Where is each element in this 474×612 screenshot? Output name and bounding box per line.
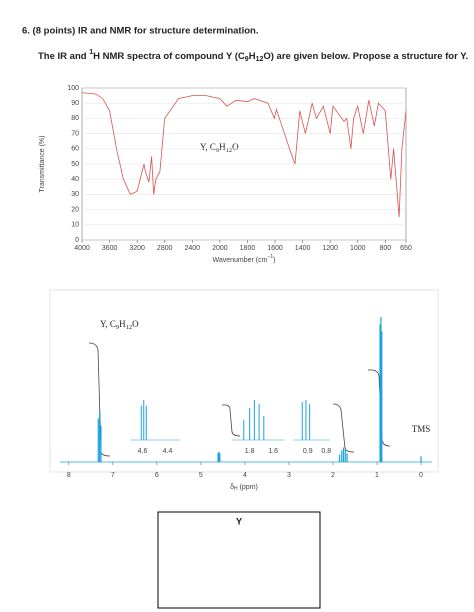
- x-tick-label: 1200: [322, 245, 338, 252]
- nmr-frame: [49, 289, 439, 473]
- prompt-sub: 9: [245, 56, 249, 63]
- question-title: 6. (8 points) IR and NMR for structure d…: [22, 26, 258, 37]
- answer-box: [157, 511, 321, 609]
- prompt-part: The IR and: [38, 51, 89, 62]
- ann-part: Y, C: [100, 319, 116, 329]
- x-tick-label: 1000: [350, 245, 366, 252]
- x-tick-label: 4: [243, 472, 247, 479]
- question-prompt: The IR and 1H NMR spectra of compound Y …: [38, 49, 468, 63]
- x-tick-label: 1: [375, 472, 379, 479]
- x-tick-label: 4000: [74, 245, 90, 252]
- ann-part: H: [219, 142, 226, 152]
- ann-part: Y, C: [200, 142, 216, 152]
- x-tick-label: 6: [155, 472, 159, 479]
- xlabel-part: (ppm): [238, 484, 258, 491]
- integral-curve: [88, 342, 111, 457]
- ann-sub: 12: [226, 147, 233, 154]
- prompt-sup: 1: [89, 49, 93, 56]
- inset-tick-label: 4.4: [163, 448, 173, 455]
- x-tick-label: 5: [199, 472, 203, 479]
- x-tick-label: 8: [67, 472, 71, 479]
- inset-tick-label: 1.8: [245, 448, 255, 455]
- x-tick-label: 7: [111, 472, 115, 479]
- prompt-sub: 12: [256, 56, 264, 63]
- xlabel-sub: H: [234, 486, 238, 492]
- y-tick-label: 10: [71, 222, 79, 229]
- x-tick-label: 1400: [295, 245, 311, 252]
- y-tick-label: 20: [71, 206, 79, 213]
- peak-label: TMS: [412, 424, 431, 434]
- integral-curve: [332, 403, 355, 453]
- ir-x-label: Wavenumber (cm−1): [212, 254, 275, 264]
- x-tick-label: 650: [400, 245, 412, 252]
- prompt-part: H NMR spectra of compound Y (C: [93, 51, 245, 62]
- y-tick-label: 30: [71, 191, 79, 198]
- inset-tick-label: 0.9: [303, 448, 313, 455]
- inset-tick-label: 1.6: [268, 448, 278, 455]
- ir-trace: [81, 92, 407, 218]
- x-tick-label: 3: [287, 472, 291, 479]
- ann-sub: 12: [126, 324, 133, 331]
- inset-tick-label: 0.8: [321, 448, 331, 455]
- ann-sub: 9: [216, 147, 219, 154]
- ann-part: O: [132, 319, 139, 329]
- nmr-x-label: δH (ppm): [230, 484, 258, 492]
- x-tick-label: 1600: [267, 245, 283, 252]
- answer-label: Y: [236, 517, 243, 528]
- x-tick-label: 3200: [129, 245, 145, 252]
- y-tick-label: 70: [71, 130, 79, 137]
- nmr-annotation: Y, C9H12O: [100, 319, 139, 331]
- ann-part: H: [119, 319, 126, 329]
- x-tick-label: 1800: [240, 245, 256, 252]
- y-tick-label: 0: [75, 237, 79, 244]
- ir-y-label: Transmittance (%): [39, 136, 46, 193]
- xlabel-part: Wavenumber (cm: [212, 257, 267, 264]
- xlabel-part: ): [273, 257, 275, 264]
- x-tick-label: 2800: [157, 245, 173, 252]
- x-tick-label: 2000: [212, 245, 228, 252]
- prompt-part: O) are given below. Propose a structure …: [263, 51, 468, 62]
- inset-tick-label: 4.6: [138, 448, 148, 455]
- prompt-part: H: [249, 51, 256, 62]
- integral-curve: [221, 404, 241, 437]
- ann-sub: 9: [116, 324, 119, 331]
- y-tick-label: 50: [71, 161, 79, 168]
- xlabel-part: δ: [230, 484, 234, 491]
- integral-curve: [367, 369, 391, 447]
- y-tick-label: 40: [71, 176, 79, 183]
- x-tick-label: 2400: [185, 245, 201, 252]
- y-tick-label: 90: [71, 100, 79, 107]
- ir-annotation: Y, C9H12O: [200, 142, 239, 154]
- ann-part: O: [232, 142, 239, 152]
- y-tick-label: 100: [67, 85, 79, 92]
- x-tick-label: 2: [331, 472, 335, 479]
- xlabel-sup: −1: [267, 254, 273, 260]
- y-tick-label: 80: [71, 115, 79, 122]
- x-tick-label: 800: [379, 245, 391, 252]
- x-tick-label: 0: [419, 472, 423, 479]
- y-tick-label: 60: [71, 146, 79, 153]
- x-tick-label: 3600: [102, 245, 118, 252]
